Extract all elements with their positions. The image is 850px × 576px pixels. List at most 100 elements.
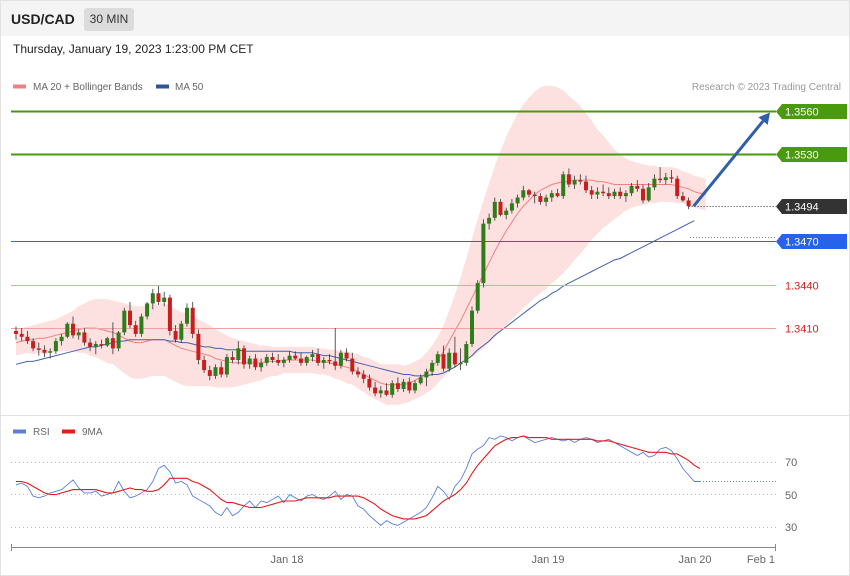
candle-body [179, 323, 184, 340]
candle [316, 348, 321, 366]
candle [584, 175, 588, 194]
candle [71, 316, 75, 339]
candle [276, 354, 281, 366]
candle-body [333, 361, 338, 366]
candle-body [253, 358, 258, 368]
candle-body [236, 348, 241, 360]
level-tag-0 [776, 104, 847, 119]
candle [572, 175, 577, 189]
candle-body [430, 362, 435, 372]
candle [601, 184, 606, 197]
candle [299, 352, 303, 366]
candle [116, 330, 121, 352]
rsi-ma-line [16, 435, 701, 520]
timeframe-button[interactable]: 30 MIN [84, 8, 134, 31]
candle-body [367, 378, 372, 388]
candle-body [162, 297, 167, 302]
candle-body [145, 303, 150, 317]
candle [549, 190, 554, 202]
candle-body [128, 310, 132, 326]
candle-body [601, 191, 606, 194]
candle [384, 383, 389, 397]
candle-body [458, 362, 463, 365]
candle-body [527, 190, 531, 195]
candle-body [99, 344, 104, 346]
candle-body [344, 352, 349, 359]
moving-averages [15, 179, 706, 386]
candle-body [384, 390, 389, 395]
rsi-gridlines [11, 462, 776, 528]
candle-body [663, 177, 668, 181]
candle-body [589, 190, 594, 195]
candle-body [213, 367, 218, 376]
candle [612, 188, 617, 199]
candle [139, 313, 144, 337]
candle [441, 345, 446, 372]
candle [578, 174, 583, 185]
candle [458, 348, 463, 371]
rsi-lines [15, 435, 776, 526]
candle-body [304, 357, 309, 363]
candle [150, 288, 155, 310]
candle-body [65, 323, 70, 337]
candle [401, 378, 406, 392]
candle-body [150, 293, 155, 304]
candle [623, 190, 628, 202]
candle-body [646, 187, 651, 201]
candle-body [122, 310, 127, 333]
candle [509, 198, 514, 214]
candle [367, 374, 372, 391]
candle [173, 325, 178, 343]
candle [452, 336, 457, 368]
forecast-arrow-head [758, 112, 770, 125]
candle [304, 355, 309, 366]
level-label-4: 1.3440 [785, 281, 819, 293]
candle-body [544, 197, 549, 202]
candle [259, 358, 264, 372]
candle [287, 351, 292, 363]
forecast-arrow-shaft [692, 120, 765, 208]
candle-body [310, 354, 315, 358]
candle-body [561, 174, 566, 197]
candle-body [395, 383, 400, 389]
candle-body [338, 352, 343, 366]
candle-body [401, 381, 406, 389]
candle [202, 355, 207, 374]
rsi-tick-30: 30 [785, 522, 797, 534]
candle [344, 348, 349, 362]
candle [242, 345, 246, 369]
candle [321, 357, 326, 369]
candle-body [190, 307, 195, 334]
x-label-jan19: Jan 19 [531, 554, 564, 566]
candle [555, 188, 560, 198]
candle-body [207, 370, 212, 376]
candle-body [276, 359, 281, 363]
candle [36, 342, 41, 356]
candle-body [185, 307, 189, 324]
level-tag-2 [776, 199, 847, 214]
candle [361, 370, 366, 384]
candle [264, 354, 269, 366]
level-label-2: 1.3494 [785, 202, 819, 214]
candle [224, 354, 229, 378]
candle-body [509, 203, 514, 211]
candle [447, 348, 452, 372]
candle [652, 174, 657, 191]
candle [424, 368, 429, 387]
candle [333, 328, 338, 371]
candle-body [59, 336, 64, 342]
chart-header: USD/CAD 30 MIN [1, 1, 849, 36]
ma50-legend-swatch [156, 84, 169, 89]
candle-body [652, 178, 657, 188]
ma20-line [15, 179, 706, 386]
candle-body [93, 344, 98, 347]
candle [641, 184, 645, 204]
candle [663, 172, 668, 185]
candle [527, 188, 531, 198]
candle-body [555, 193, 560, 197]
copyright-credit: Research © 2023 Trading Central [692, 82, 841, 93]
candle [606, 187, 611, 199]
candle-body [504, 210, 509, 215]
candle-body [418, 377, 423, 384]
